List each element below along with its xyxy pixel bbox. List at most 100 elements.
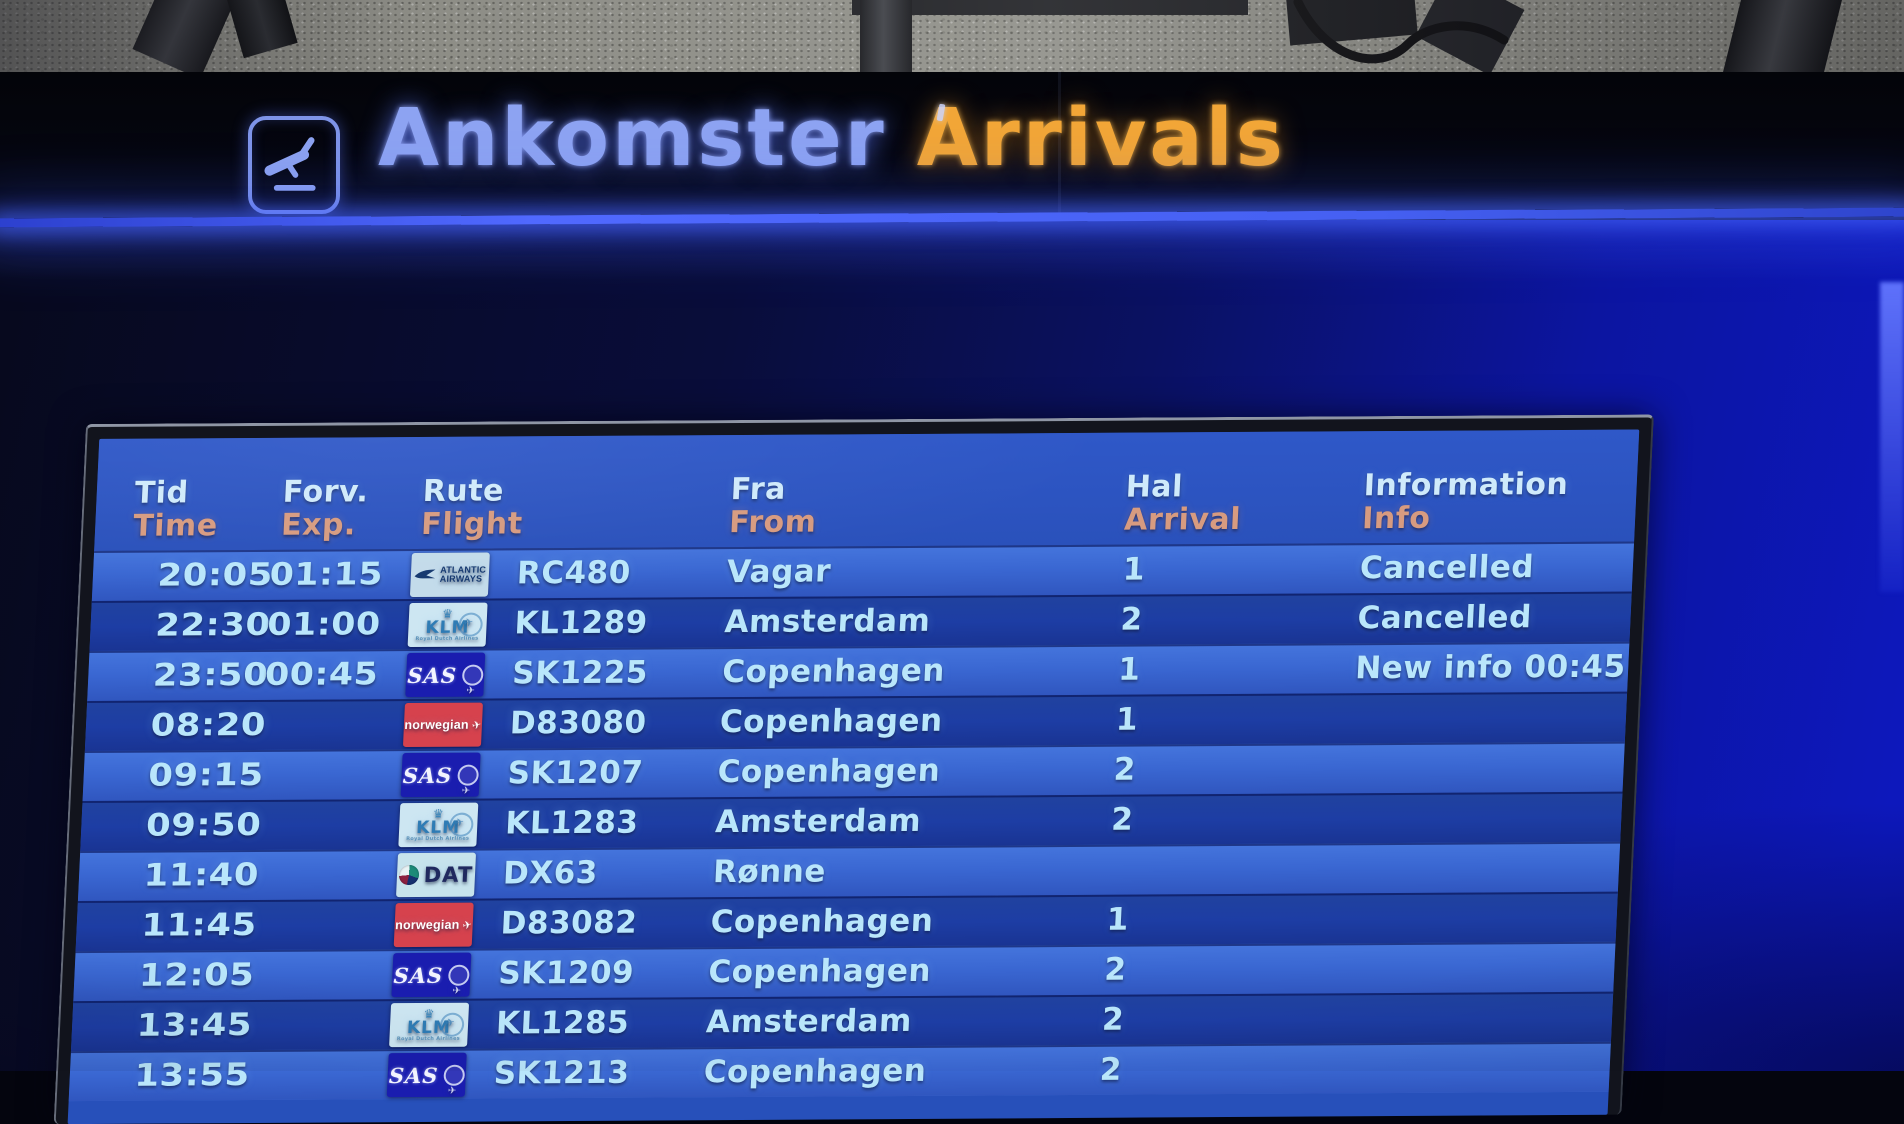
origin-city: Copenhagen <box>703 1047 1045 1096</box>
banner-title: Ankomster Arrivals <box>378 92 1286 184</box>
expected-time: 01:00 <box>266 601 373 649</box>
origin-city: Copenhagen <box>707 947 1049 996</box>
flight-info <box>1347 843 1639 845</box>
concrete-wall <box>0 0 1904 76</box>
flight-info <box>1352 743 1640 745</box>
flight-number: D83080 <box>509 699 721 747</box>
flight-number: SK1225 <box>511 649 723 697</box>
expected-time <box>257 851 362 852</box>
column-header-expected: Forv. Exp. <box>280 475 369 542</box>
expected-time: 00:45 <box>264 651 371 699</box>
flight-info: Cancelled <box>1359 543 1639 592</box>
scheduled-time: 13:55 <box>68 1052 251 1100</box>
arrival-hall: 1 <box>1117 646 1189 693</box>
expected-time <box>252 951 357 952</box>
airline-logo-sas: SAS <box>391 953 471 997</box>
scheduled-time: 11:40 <box>68 852 261 900</box>
scheduled-time: 09:50 <box>68 802 263 850</box>
flight-info <box>1349 793 1639 795</box>
expected-time <box>259 801 364 802</box>
airline-logo-sas: SAS <box>401 753 481 797</box>
scheduled-time: 11:45 <box>68 902 258 950</box>
expected-time <box>250 1001 355 1002</box>
origin-city: Copenhagen <box>719 697 1061 746</box>
column-header-hall: Hal Arrival <box>1123 470 1243 537</box>
flight-info: Cancelled <box>1357 593 1640 642</box>
flight-info <box>1338 1043 1639 1045</box>
flight-info <box>1354 693 1639 695</box>
ceiling-rail <box>852 0 1248 15</box>
table-header: Tid Time Forv. Exp. Rute Flight Fra From… <box>94 430 1639 553</box>
arrival-hall: 1 <box>1122 546 1194 593</box>
arrival-hall: 2 <box>1099 1046 1171 1093</box>
expected-time: 01:15 <box>269 551 376 599</box>
airline-logo-dat: DAT <box>396 853 476 897</box>
flight-number: SK1213 <box>493 1049 705 1097</box>
airline-logo-norwegian: norwegian✈ <box>394 903 474 947</box>
norwegian-plane-icon: ✈ <box>468 703 483 747</box>
expected-time <box>264 701 369 702</box>
scheduled-time: 23:50 <box>68 652 270 700</box>
arrivals-monitor: Tid Time Forv. Exp. Rute Flight Fra From… <box>54 414 1654 1124</box>
flight-number: SK1209 <box>497 949 709 997</box>
banner-title-danish: Ankomster <box>378 92 887 184</box>
scheduled-time: 20:05 <box>68 552 274 600</box>
sas-anniversary-badge-icon <box>462 664 484 685</box>
flight-number: KL1283 <box>504 799 716 847</box>
flight-number: RC480 <box>516 549 728 597</box>
board-edge-highlight <box>1880 282 1904 592</box>
arrival-hall: 2 <box>1101 996 1173 1043</box>
origin-city: Copenhagen <box>710 897 1052 946</box>
scheduled-time: 08:20 <box>68 702 267 750</box>
airline-logo-norwegian: norwegian✈ <box>403 703 483 747</box>
arrival-hall: 2 <box>1110 796 1182 843</box>
arrival-hall: 1 <box>1115 696 1187 743</box>
origin-city: Rønne <box>712 847 1054 896</box>
expected-time <box>248 1051 353 1052</box>
ceiling-mount-right-arm <box>1416 0 1525 75</box>
flight-number: KL1289 <box>514 599 726 647</box>
hanging-cable <box>1280 0 1540 76</box>
sas-anniversary-badge-icon <box>443 1064 465 1085</box>
flight-number: KL1285 <box>495 999 707 1047</box>
origin-city: Vagar <box>726 547 1068 596</box>
arrival-hall: 2 <box>1113 746 1185 793</box>
sas-anniversary-badge-icon <box>457 764 479 785</box>
arrival-hall: 2 <box>1103 946 1175 993</box>
arrivals-banner: Ankomster Arrivals <box>0 72 1904 222</box>
landing-plane-icon <box>248 116 340 214</box>
origin-city: Amsterdam <box>724 597 1066 646</box>
column-header-info: Information Info <box>1361 468 1569 535</box>
flight-info <box>1340 993 1639 995</box>
column-header-time: Tid Time <box>132 476 219 543</box>
expected-time <box>261 751 366 752</box>
arrivals-screen: Tid Time Forv. Exp. Rute Flight Fra From… <box>68 430 1640 1124</box>
scheduled-time: 09:15 <box>68 752 265 800</box>
expected-time <box>255 901 360 902</box>
flight-number: SK1207 <box>507 749 719 797</box>
arrival-hall: 2 <box>1120 596 1192 643</box>
scheduled-time: 12:05 <box>68 952 256 1000</box>
dat-globe-icon <box>398 865 419 885</box>
column-header-from: Fra From <box>728 473 818 540</box>
sas-anniversary-badge-icon <box>448 964 470 985</box>
flight-number: DX63 <box>502 849 714 897</box>
ceiling-mount-right <box>1286 0 1418 45</box>
arrival-hall: 1 <box>1106 896 1178 943</box>
flight-row: 13:55 SAS SK1213 Copenhagen 2 <box>69 1042 1611 1101</box>
origin-city: Copenhagen <box>721 647 1063 696</box>
flight-number: D83082 <box>500 899 712 947</box>
atlantic-bird-icon <box>414 566 437 583</box>
airline-logo-sas: SAS <box>387 1053 467 1097</box>
origin-city: Copenhagen <box>717 747 1059 796</box>
column-header-flight: Rute Flight <box>420 474 524 541</box>
airline-logo-sas: SAS <box>405 653 485 697</box>
scheduled-time: 13:45 <box>68 1002 254 1050</box>
ceiling-pole-center <box>860 0 912 74</box>
flight-info <box>1342 943 1639 945</box>
